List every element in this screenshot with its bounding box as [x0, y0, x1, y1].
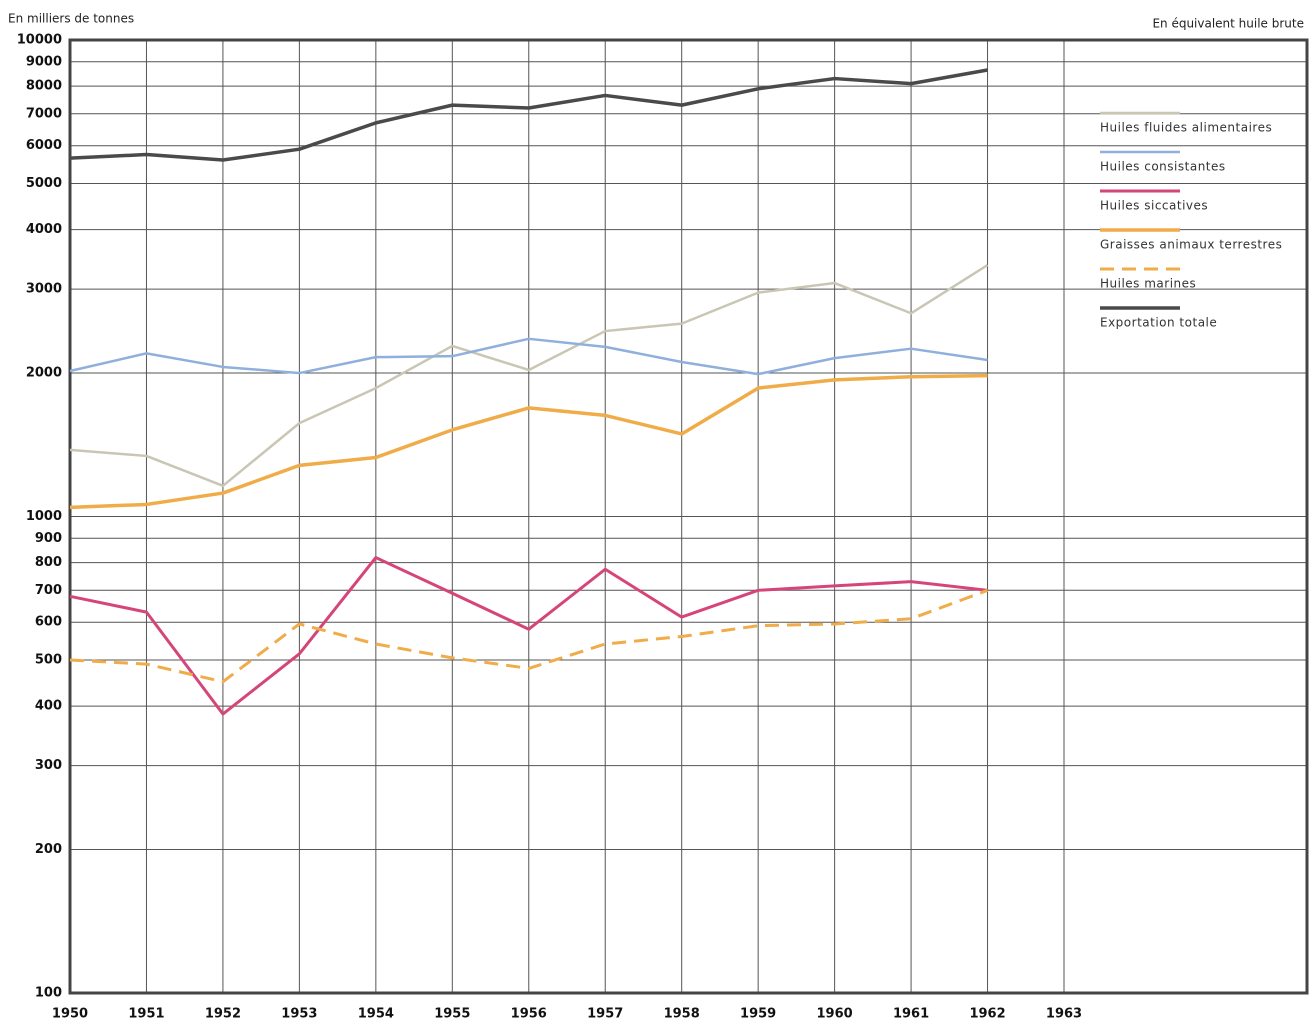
y-tick-label: 5000 [26, 176, 62, 191]
y-tick-label: 6000 [26, 138, 62, 153]
y-tick-label: 400 [35, 699, 62, 714]
x-tick-label: 1962 [969, 1007, 1005, 1022]
series-line [69, 264, 989, 488]
x-tick-label: 1960 [817, 1007, 853, 1022]
y-tick-label: 700 [35, 583, 62, 598]
x-tick-label: 1961 [893, 1007, 929, 1022]
y-tick-label: 7000 [26, 106, 62, 121]
y-tick-label: 200 [35, 842, 62, 857]
y-tick-label: 100 [35, 986, 62, 1001]
x-tick-label: 1952 [205, 1007, 241, 1022]
x-tick-label: 1951 [128, 1007, 164, 1022]
legend-label: Graisses animaux terrestres [1100, 238, 1282, 252]
y-tick-label: 1000 [26, 509, 62, 524]
y-tick-label: 500 [35, 652, 62, 667]
annotation: En équivalent huile brute [1152, 17, 1304, 31]
y-tick-label: 10000 [17, 33, 62, 48]
x-tick-label: 1958 [664, 1007, 700, 1022]
y-tick-label: 600 [35, 615, 62, 630]
legend-label: Huiles fluides alimentaires [1100, 121, 1272, 135]
series-line [69, 68, 988, 162]
series-line [69, 337, 988, 376]
series-line [69, 556, 988, 716]
series-line [69, 588, 989, 684]
x-tick-label: 1956 [511, 1007, 547, 1022]
y-axis-label: En milliers de tonnes [8, 12, 134, 26]
y-tick-label: 2000 [26, 366, 62, 381]
y-tick-label: 4000 [26, 222, 62, 237]
x-tick-label: 1955 [434, 1007, 470, 1022]
y-tick-label: 8000 [26, 79, 62, 94]
legend-label: Huiles marines [1100, 277, 1196, 291]
x-tick-label: 1959 [740, 1007, 776, 1022]
y-tick-label: 300 [35, 758, 62, 773]
y-tick-label: 800 [35, 555, 62, 570]
legend-label: Huiles siccatives [1100, 199, 1208, 213]
legend-label: Huiles consistantes [1100, 160, 1226, 174]
y-tick-label: 3000 [26, 282, 62, 297]
x-tick-label: 1963 [1046, 1007, 1082, 1022]
y-tick-label: 9000 [26, 54, 62, 69]
series-line [69, 373, 988, 510]
x-tick-label: 1950 [52, 1007, 88, 1022]
legend-label: Exportation totale [1100, 316, 1217, 330]
y-tick-label: 900 [35, 531, 62, 546]
plot-frame [68, 38, 1309, 995]
x-tick-label: 1954 [358, 1007, 394, 1022]
x-tick-label: 1953 [281, 1007, 317, 1022]
x-tick-label: 1957 [587, 1007, 623, 1022]
